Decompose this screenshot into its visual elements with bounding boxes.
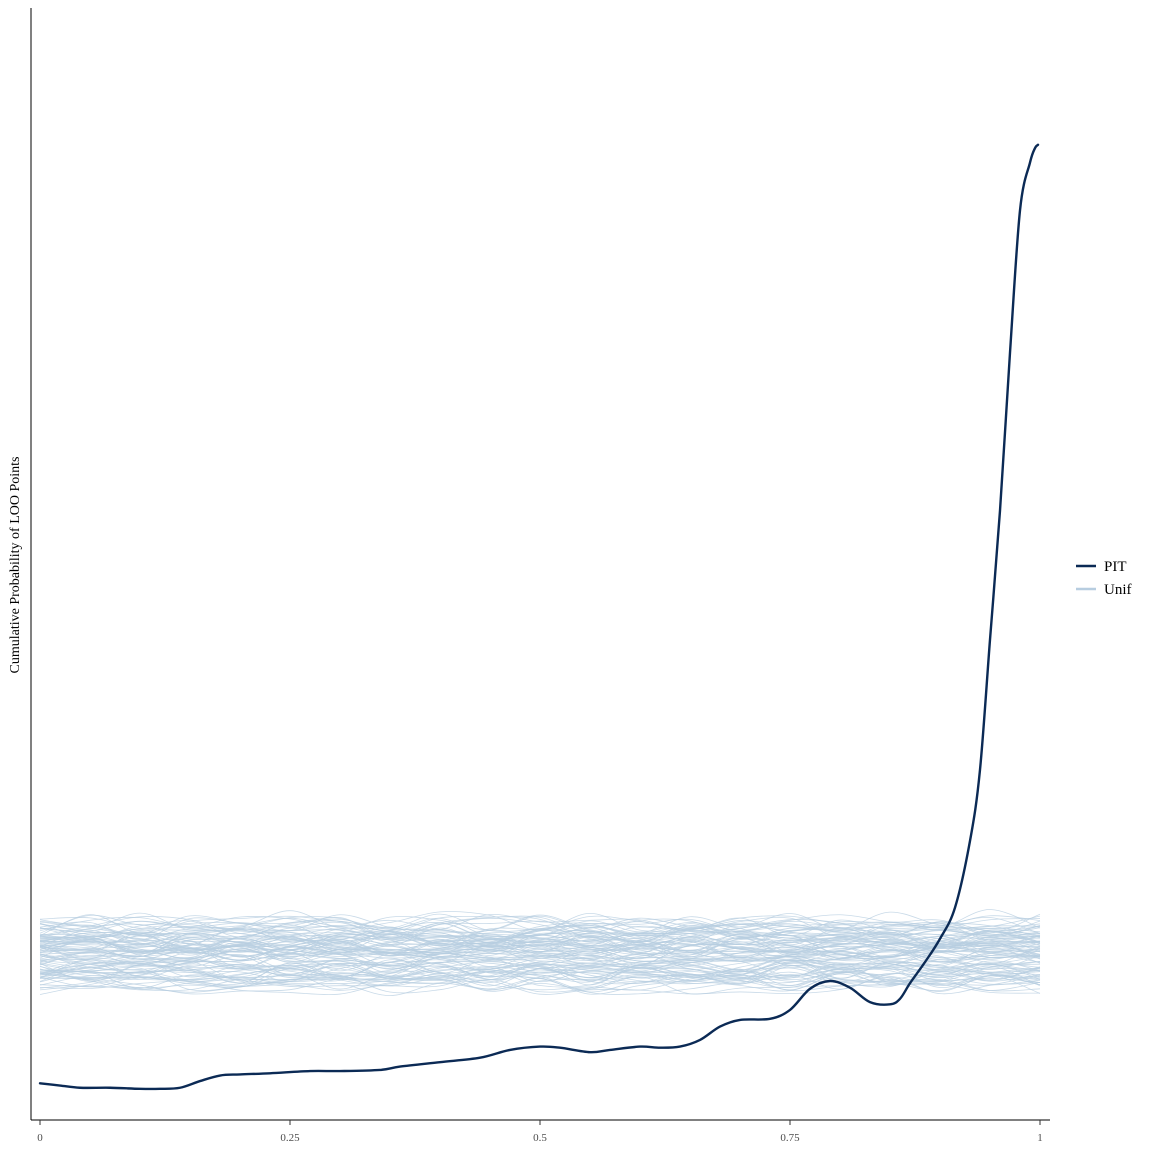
x-tick-label: 0.25	[280, 1132, 300, 1144]
legend-unif-label: Unif	[1104, 582, 1132, 598]
unif-line	[39, 958, 1041, 982]
unif-line	[39, 960, 1041, 985]
legend: PIT Unif	[1076, 559, 1132, 598]
unif-line	[39, 970, 1041, 992]
unif-line	[39, 950, 1041, 974]
unif-line	[39, 959, 1041, 980]
pit-line	[38, 143, 1040, 1091]
unif-line	[39, 941, 1041, 963]
unif-line	[39, 975, 1041, 996]
x-ticks: 0 0.25 0.5 0.75 1	[37, 1120, 1043, 1144]
unif-line	[39, 959, 1041, 985]
unif-line	[39, 914, 1041, 938]
unif-line	[39, 943, 1041, 968]
unif-line	[39, 915, 1041, 938]
x-tick-label: 0.5	[533, 1132, 547, 1144]
y-axis-title: Cumulative Probability of LOO Points	[8, 457, 23, 674]
unif-line	[39, 923, 1041, 947]
unif-line	[39, 916, 1041, 939]
unif-line	[39, 960, 1041, 986]
unif-line	[39, 944, 1041, 966]
x-tick-label: 0.75	[780, 1132, 800, 1144]
unif-line	[39, 940, 1041, 963]
unif-lines	[39, 909, 1041, 996]
unif-line	[39, 926, 1041, 948]
unif-line	[39, 930, 1041, 953]
unif-line	[39, 971, 1041, 995]
unif-line	[39, 931, 1041, 953]
x-tick-label: 1	[1037, 1132, 1043, 1144]
unif-line	[39, 969, 1041, 991]
legend-pit-label: PIT	[1104, 559, 1127, 575]
unif-line	[39, 915, 1041, 938]
unif-line	[39, 965, 1041, 988]
unif-line	[39, 914, 1041, 937]
unif-line	[39, 948, 1041, 973]
unif-line	[39, 909, 1041, 932]
x-tick-label: 0	[37, 1132, 43, 1144]
unif-line	[39, 917, 1041, 941]
unif-line	[39, 975, 1041, 996]
